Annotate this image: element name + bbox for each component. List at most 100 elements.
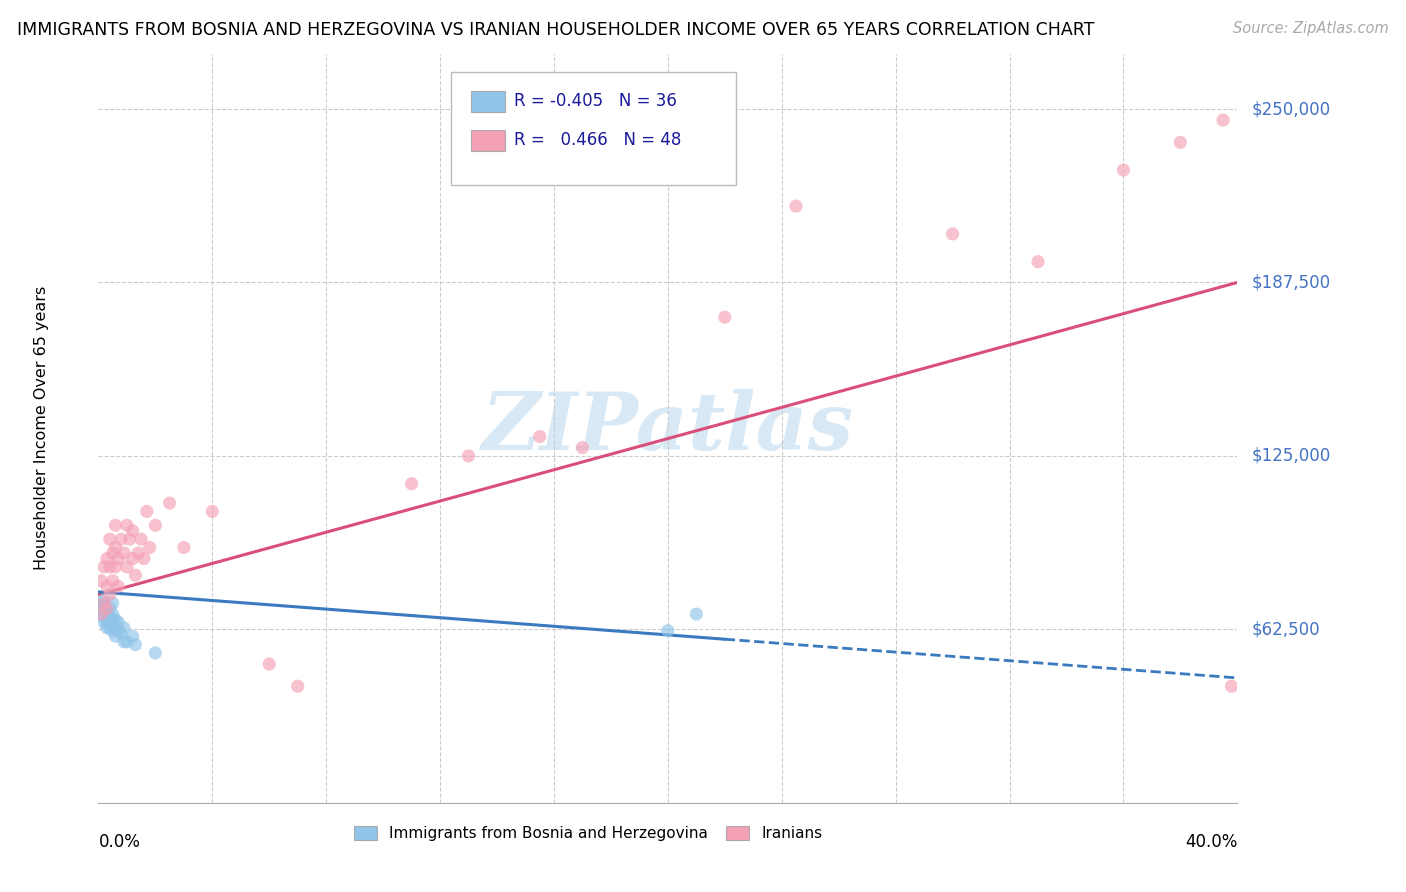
Point [93,560,115,574]
Point [98,560,121,574]
Point [107,579,129,593]
Point [93,596,115,610]
Point [90,574,112,588]
Point [1026,254,1049,268]
Point [96,579,118,593]
Point [96,604,118,618]
Point [1212,113,1234,128]
Point [110,532,132,546]
Point [159,496,181,510]
FancyBboxPatch shape [471,130,505,151]
Point [107,624,129,638]
Point [124,638,146,652]
Point [90,599,112,613]
Point [138,541,160,555]
Point [571,441,593,455]
Point [657,624,679,638]
FancyBboxPatch shape [451,72,737,185]
Point [107,551,129,566]
Point [685,607,707,621]
Text: 0.0%: 0.0% [98,833,141,851]
Point [96,615,118,630]
Point [104,621,127,635]
Point [98,621,121,635]
Text: 40.0%: 40.0% [1185,833,1237,851]
Point [124,568,146,582]
Point [96,621,118,635]
Point [98,532,121,546]
Point [145,646,167,660]
Point [457,449,479,463]
Point [145,518,167,533]
Point [101,596,124,610]
Point [115,518,138,533]
Point [121,524,143,538]
Point [121,629,143,643]
Point [96,601,118,615]
Point [98,610,121,624]
Point [115,635,138,649]
Point [101,546,124,560]
Text: ZIPatlas: ZIPatlas [482,390,853,467]
Point [112,546,135,560]
Point [173,541,195,555]
Point [129,532,152,546]
Point [98,601,121,615]
Text: $125,000: $125,000 [1251,447,1330,465]
Point [942,227,965,241]
Point [104,629,127,643]
Point [90,607,112,621]
Point [93,610,115,624]
Point [90,601,112,615]
Text: $187,500: $187,500 [1251,274,1330,292]
Text: R =   0.466   N = 48: R = 0.466 N = 48 [515,131,682,150]
Point [287,679,309,693]
Point [93,593,115,607]
Point [107,615,129,630]
Point [110,626,132,640]
Point [785,199,807,213]
Point [259,657,281,671]
Point [104,518,127,533]
Text: $62,500: $62,500 [1251,620,1320,639]
Point [714,310,737,325]
Point [115,560,138,574]
Point [112,635,135,649]
Point [101,574,124,588]
Point [201,504,224,518]
Point [101,624,124,638]
Point [401,476,423,491]
Point [1220,679,1243,693]
Point [104,613,127,627]
Point [118,532,141,546]
Point [1170,136,1192,150]
Point [101,613,124,627]
Point [96,551,118,566]
Point [93,599,115,613]
Point [98,588,121,602]
Point [90,596,112,610]
Text: Source: ZipAtlas.com: Source: ZipAtlas.com [1233,21,1389,36]
Point [101,607,124,621]
Point [121,551,143,566]
Point [104,560,127,574]
Point [93,615,115,630]
Point [104,541,127,555]
Point [101,618,124,632]
Point [98,615,121,630]
Text: $250,000: $250,000 [1251,100,1330,118]
Point [529,429,551,443]
Text: Householder Income Over 65 years: Householder Income Over 65 years [34,286,49,570]
Point [93,604,115,618]
Point [1112,163,1135,178]
Legend: Immigrants from Bosnia and Herzegovina, Iranians: Immigrants from Bosnia and Herzegovina, … [347,821,828,847]
Point [90,607,112,621]
Point [112,621,135,635]
Text: IMMIGRANTS FROM BOSNIA AND HERZEGOVINA VS IRANIAN HOUSEHOLDER INCOME OVER 65 YEA: IMMIGRANTS FROM BOSNIA AND HERZEGOVINA V… [17,21,1094,38]
Point [135,504,157,518]
FancyBboxPatch shape [471,91,505,112]
Text: R = -0.405   N = 36: R = -0.405 N = 36 [515,93,676,111]
Point [127,546,149,560]
Point [132,551,155,566]
Point [96,610,118,624]
